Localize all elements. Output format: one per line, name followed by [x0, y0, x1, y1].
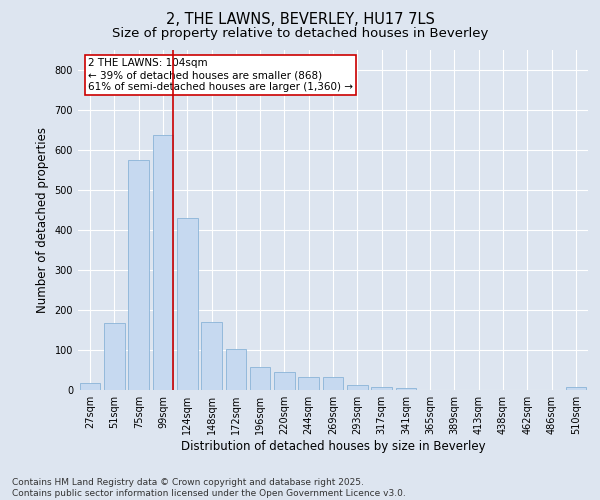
Bar	[80, 383, 100, 390]
Y-axis label: Number of detached properties: Number of detached properties	[36, 127, 49, 313]
Bar	[226, 349, 246, 390]
X-axis label: Distribution of detached houses by size in Beverley: Distribution of detached houses by size …	[181, 440, 485, 453]
Bar	[298, 377, 319, 390]
Bar	[201, 322, 222, 390]
Text: Size of property relative to detached houses in Beverley: Size of property relative to detached ho…	[112, 28, 488, 40]
Bar	[323, 377, 343, 390]
Bar	[128, 160, 149, 390]
Text: 2 THE LAWNS: 104sqm
← 39% of detached houses are smaller (868)
61% of semi-detac: 2 THE LAWNS: 104sqm ← 39% of detached ho…	[88, 58, 353, 92]
Text: Contains HM Land Registry data © Crown copyright and database right 2025.
Contai: Contains HM Land Registry data © Crown c…	[12, 478, 406, 498]
Bar	[347, 385, 368, 390]
Bar	[371, 387, 392, 390]
Bar	[177, 218, 197, 390]
Bar	[104, 323, 125, 390]
Bar	[152, 135, 173, 390]
Bar	[274, 372, 295, 390]
Text: 2, THE LAWNS, BEVERLEY, HU17 7LS: 2, THE LAWNS, BEVERLEY, HU17 7LS	[166, 12, 434, 28]
Bar	[566, 387, 586, 390]
Bar	[250, 367, 271, 390]
Bar	[395, 388, 416, 390]
